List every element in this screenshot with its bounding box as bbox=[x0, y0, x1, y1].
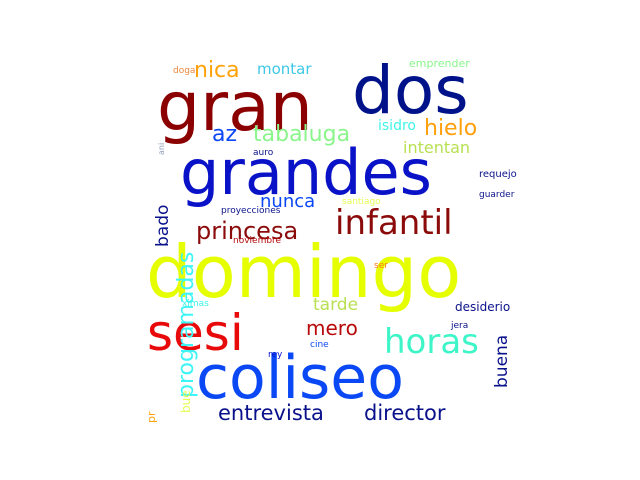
word-santiago: bue bbox=[179, 390, 193, 413]
word-nica: nica bbox=[194, 58, 240, 83]
word-intentan: bado bbox=[153, 204, 173, 247]
word-cine: proyecciones bbox=[221, 206, 281, 216]
word-emprender: montar bbox=[257, 60, 312, 78]
word-jera: santiago bbox=[342, 197, 381, 207]
word-ser: requejo bbox=[479, 169, 517, 180]
word-infantil: infantil bbox=[335, 203, 453, 243]
word-director: director bbox=[364, 401, 446, 425]
word-nunca: nunca bbox=[260, 191, 316, 212]
word-grandes: grandes bbox=[180, 136, 432, 209]
word-horas: horas bbox=[384, 322, 479, 362]
word-bue: rey bbox=[268, 350, 283, 360]
word-az: az bbox=[212, 122, 238, 147]
word-entrevista: entrevista bbox=[218, 401, 324, 425]
word-princesa: princesa bbox=[196, 217, 299, 245]
word-gran: gran bbox=[157, 68, 313, 147]
word-montar: buena bbox=[492, 334, 512, 388]
word-proyecciones: pr bbox=[145, 411, 158, 423]
word-domingo: domingo bbox=[146, 230, 462, 314]
word-noviembre: auro bbox=[253, 148, 274, 158]
word-auro: isidro bbox=[378, 118, 416, 134]
word-ximas: guarder bbox=[479, 190, 515, 200]
word-dos: dos bbox=[352, 52, 469, 129]
word-mero: mero bbox=[306, 316, 358, 340]
word-buena: cine bbox=[310, 340, 329, 350]
word-pr: doga bbox=[173, 66, 196, 76]
word-ani: ani bbox=[157, 142, 166, 155]
word-bado: jera bbox=[451, 321, 469, 331]
word-doga: ser bbox=[374, 261, 388, 271]
word-hielo: hielo bbox=[424, 116, 478, 141]
word-sesi: sesi bbox=[147, 304, 244, 362]
word-desiderio: intentan bbox=[403, 138, 471, 157]
word-tabaluga: tabaluga bbox=[253, 122, 351, 147]
word-guarder: emprender bbox=[409, 57, 470, 70]
word-tarde: programadas bbox=[174, 251, 199, 398]
word-requejo: desiderio bbox=[455, 300, 511, 314]
word-isidro: tarde bbox=[313, 295, 359, 315]
word-programadas: ximas bbox=[182, 299, 209, 309]
word-rey: noviembre bbox=[233, 236, 282, 246]
word-coliseo: coliseo bbox=[196, 343, 404, 413]
